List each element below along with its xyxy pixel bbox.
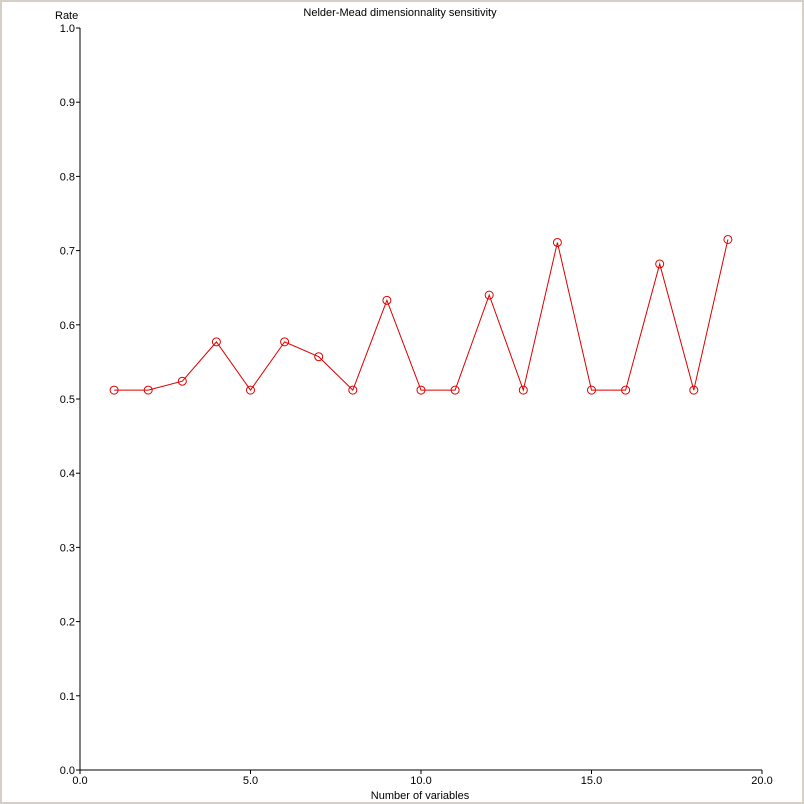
x-ticks: 0.0 5.0 10.0 15.0 20.0	[72, 770, 773, 787]
x-tick-label: 15.0	[581, 775, 602, 787]
data-point-marker	[689, 385, 699, 395]
y-tick-label: 0.1	[60, 691, 75, 703]
chart-title: Nelder-Mead dimensionnality sensitivity	[303, 7, 497, 19]
y-tick-label: 1.0	[60, 23, 75, 35]
x-tick-label: 20.0	[751, 775, 772, 787]
x-axis-label: Number of variables	[371, 790, 470, 802]
data-point-marker	[177, 376, 187, 386]
data-point-marker	[587, 385, 596, 395]
y-tick-label: 0.0	[60, 765, 75, 777]
y-axis-label: Rate	[55, 10, 78, 22]
x-tick-label: 5.0	[243, 775, 258, 787]
y-tick-label: 0.4	[60, 468, 75, 480]
y-tick-label: 0.3	[60, 542, 75, 554]
y-tick-label: 0.5	[60, 394, 75, 406]
y-ticks: 0.0 0.1 0.2 0.3 0.4 0.5 0.6 0.7 0.8 0.9 1.0	[60, 23, 80, 777]
data-point-marker	[723, 234, 733, 244]
x-tick-label: 0.0	[72, 775, 87, 787]
axes	[79, 28, 762, 771]
y-tick-label: 0.9	[60, 97, 75, 109]
y-tick-label: 0.7	[60, 246, 75, 258]
x-tick-label: 10.0	[410, 775, 431, 787]
series-line	[114, 239, 729, 392]
data-point-marker	[314, 352, 324, 362]
data-point-marker	[621, 385, 631, 395]
data-point-marker	[484, 290, 494, 300]
data-point-marker	[109, 385, 119, 395]
y-tick-label: 0.8	[60, 171, 75, 183]
series-layer	[109, 234, 733, 395]
data-point-marker	[416, 385, 426, 395]
data-point-marker	[518, 385, 528, 395]
y-tick-label: 0.6	[60, 320, 75, 332]
data-point-marker	[655, 259, 665, 269]
data-point-marker	[382, 295, 392, 305]
data-point-marker	[450, 385, 460, 395]
data-point-marker	[552, 237, 562, 247]
data-point-marker	[143, 385, 153, 395]
y-tick-label: 0.2	[60, 617, 75, 629]
data-point-marker	[211, 337, 221, 347]
data-point-marker	[348, 385, 358, 395]
data-point-marker	[280, 337, 290, 347]
data-point-marker	[246, 385, 255, 395]
